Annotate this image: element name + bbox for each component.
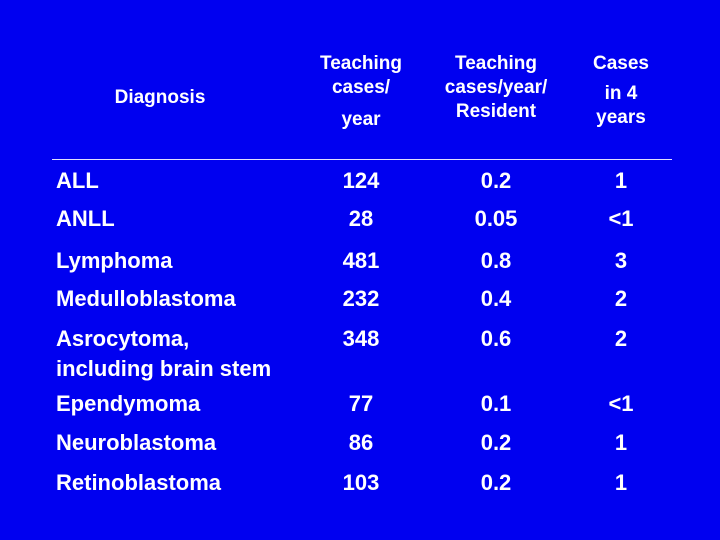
cell-four-years: 2 [614, 326, 628, 351]
cell-cases-year: 28 [348, 206, 374, 231]
header-teaching-cases-year-resident: Teaching cases/year/ Resident [426, 52, 566, 124]
cell-diagnosis: ALL [56, 168, 99, 193]
header-diagnosis-text: Diagnosis [114, 87, 206, 108]
header-divider [52, 159, 672, 160]
cell-diagnosis: Retinoblastoma [56, 470, 222, 495]
cell-cases-year: 348 [342, 326, 380, 351]
cell-four-years: 2 [614, 286, 628, 311]
header-line: Teaching [320, 53, 402, 74]
header-line: in 4 [604, 83, 638, 104]
cell-cases-year: 86 [348, 430, 374, 455]
header-line: year [341, 109, 381, 130]
cell-per-resident: 0.2 [480, 168, 512, 193]
cell-diagnosis-line: Asrocytoma, [56, 326, 190, 351]
header-line: cases/ [331, 77, 391, 98]
cell-per-resident: 0.8 [480, 248, 512, 273]
header-line: Cases [593, 53, 649, 74]
header-line: cases/year/ [444, 77, 548, 98]
cell-cases-year: 103 [342, 470, 380, 495]
cell-four-years: 1 [614, 470, 628, 495]
cell-cases-year: 232 [342, 286, 380, 311]
cell-diagnosis: Neuroblastoma [56, 430, 217, 455]
cell-diagnosis: ANLL [56, 206, 115, 231]
cell-cases-year: 77 [348, 391, 374, 416]
cell-per-resident: 0.2 [480, 430, 512, 455]
header-line: Resident [455, 101, 537, 122]
cell-per-resident: 0.2 [480, 470, 512, 495]
cell-diagnosis: Lymphoma [56, 248, 173, 273]
cell-four-years: 1 [614, 168, 628, 193]
cell-four-years: <1 [608, 391, 634, 416]
cell-diagnosis: Ependymoma [56, 391, 201, 416]
header-line: years [596, 107, 646, 128]
cell-per-resident: 0.1 [480, 391, 512, 416]
cell-cases-year: 481 [342, 248, 380, 273]
cell-per-resident: 0.05 [474, 206, 518, 231]
cell-diagnosis: Medulloblastoma [56, 286, 236, 311]
header-diagnosis: Diagnosis [100, 86, 220, 110]
cell-diagnosis-line: including brain stem [56, 356, 272, 381]
cell-per-resident: 0.6 [480, 326, 512, 351]
header-line: Teaching [455, 53, 537, 74]
cell-per-resident: 0.4 [480, 286, 512, 311]
header-cases-4-years: Cases in 4 years [561, 52, 681, 130]
cell-four-years: 1 [614, 430, 628, 455]
cell-cases-year: 124 [342, 168, 380, 193]
cell-diagnosis: Asrocytoma, including brain stem [56, 326, 271, 386]
cell-four-years: <1 [608, 206, 634, 231]
cell-four-years: 3 [614, 248, 628, 273]
header-teaching-cases-year: Teaching cases/ year [301, 52, 421, 132]
